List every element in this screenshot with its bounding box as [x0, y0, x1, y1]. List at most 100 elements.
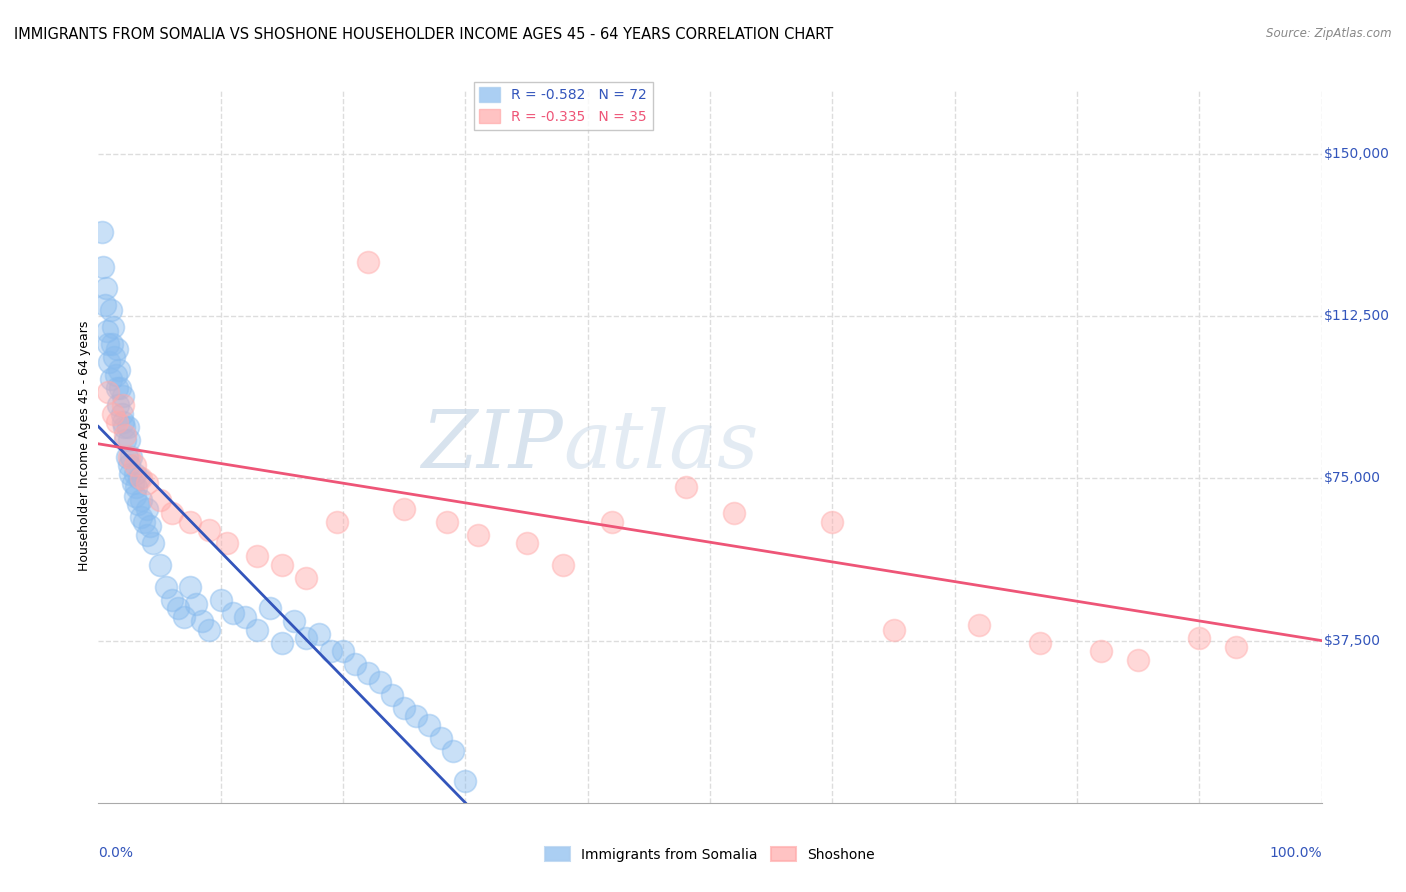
- Point: [112, 419, 135, 434]
- Point: [127, 497, 149, 511]
- Point: [332, 644, 354, 658]
- Point: [93, 298, 115, 312]
- Point: [326, 515, 349, 529]
- Point: [136, 527, 159, 541]
- Point: [129, 471, 152, 485]
- Point: [111, 389, 134, 403]
- Point: [356, 255, 378, 269]
- Point: [436, 515, 458, 529]
- Text: $75,000: $75,000: [1324, 472, 1381, 485]
- Point: [295, 632, 318, 646]
- Point: [104, 368, 127, 382]
- Point: [467, 527, 489, 541]
- Point: [98, 354, 121, 368]
- Text: IMMIGRANTS FROM SOMALIA VS SHOSHONE HOUSEHOLDER INCOME AGES 45 - 64 YEARS CORREL: IMMIGRANTS FROM SOMALIA VS SHOSHONE HOUS…: [14, 27, 834, 42]
- Point: [97, 337, 120, 351]
- Point: [149, 558, 172, 572]
- Text: 100.0%: 100.0%: [1270, 846, 1322, 860]
- Point: [723, 506, 745, 520]
- Point: [283, 614, 305, 628]
- Point: [553, 558, 575, 572]
- Point: [405, 709, 427, 723]
- Point: [233, 610, 256, 624]
- Point: [111, 398, 134, 412]
- Point: [120, 450, 142, 464]
- Point: [121, 475, 143, 490]
- Point: [136, 501, 159, 516]
- Point: [118, 433, 141, 447]
- Point: [139, 519, 162, 533]
- Point: [821, 515, 844, 529]
- Point: [430, 731, 453, 745]
- Point: [124, 458, 146, 473]
- Point: [295, 571, 318, 585]
- Point: [259, 601, 281, 615]
- Point: [101, 337, 124, 351]
- Point: [97, 384, 120, 399]
- Point: [149, 493, 172, 508]
- Point: [105, 415, 128, 429]
- Point: [186, 597, 208, 611]
- Point: [105, 342, 128, 356]
- Point: [1128, 653, 1150, 667]
- Point: [1029, 636, 1052, 650]
- Point: [94, 281, 117, 295]
- Point: [381, 688, 404, 702]
- Point: [418, 718, 440, 732]
- Point: [91, 225, 114, 239]
- Point: [179, 515, 201, 529]
- Text: Source: ZipAtlas.com: Source: ZipAtlas.com: [1267, 27, 1392, 40]
- Point: [129, 510, 152, 524]
- Point: [125, 480, 148, 494]
- Point: [108, 363, 131, 377]
- Y-axis label: Householder Income Ages 45 - 64 years: Householder Income Ages 45 - 64 years: [79, 321, 91, 571]
- Legend: Immigrants from Somalia, Shoshone: Immigrants from Somalia, Shoshone: [540, 841, 880, 867]
- Point: [101, 407, 124, 421]
- Point: [246, 549, 269, 564]
- Point: [100, 302, 122, 317]
- Point: [96, 325, 118, 339]
- Point: [600, 515, 623, 529]
- Point: [120, 467, 142, 482]
- Point: [392, 501, 416, 516]
- Point: [129, 493, 152, 508]
- Point: [91, 260, 114, 274]
- Point: [118, 458, 141, 473]
- Point: [967, 618, 990, 632]
- Point: [516, 536, 538, 550]
- Point: [142, 536, 165, 550]
- Point: [103, 351, 125, 365]
- Point: [124, 467, 146, 482]
- Point: [179, 580, 201, 594]
- Text: atlas: atlas: [564, 408, 759, 484]
- Point: [114, 433, 136, 447]
- Point: [883, 623, 905, 637]
- Point: [117, 419, 139, 434]
- Point: [167, 601, 190, 615]
- Point: [270, 558, 294, 572]
- Point: [110, 381, 132, 395]
- Text: $37,500: $37,500: [1324, 633, 1381, 648]
- Point: [115, 450, 138, 464]
- Text: 0.0%: 0.0%: [98, 846, 134, 860]
- Point: [1090, 644, 1112, 658]
- Point: [308, 627, 330, 641]
- Text: ZIP: ZIP: [422, 408, 564, 484]
- Point: [392, 700, 416, 714]
- Point: [160, 592, 183, 607]
- Text: $112,500: $112,500: [1324, 310, 1391, 323]
- Point: [191, 614, 214, 628]
- Point: [197, 623, 219, 637]
- Point: [319, 644, 342, 658]
- Point: [118, 450, 141, 464]
- Point: [215, 536, 238, 550]
- Point: [132, 515, 155, 529]
- Point: [155, 580, 177, 594]
- Point: [136, 475, 159, 490]
- Point: [209, 592, 232, 607]
- Point: [101, 320, 124, 334]
- Point: [675, 480, 697, 494]
- Point: [1188, 632, 1211, 646]
- Point: [107, 398, 129, 412]
- Point: [105, 381, 128, 395]
